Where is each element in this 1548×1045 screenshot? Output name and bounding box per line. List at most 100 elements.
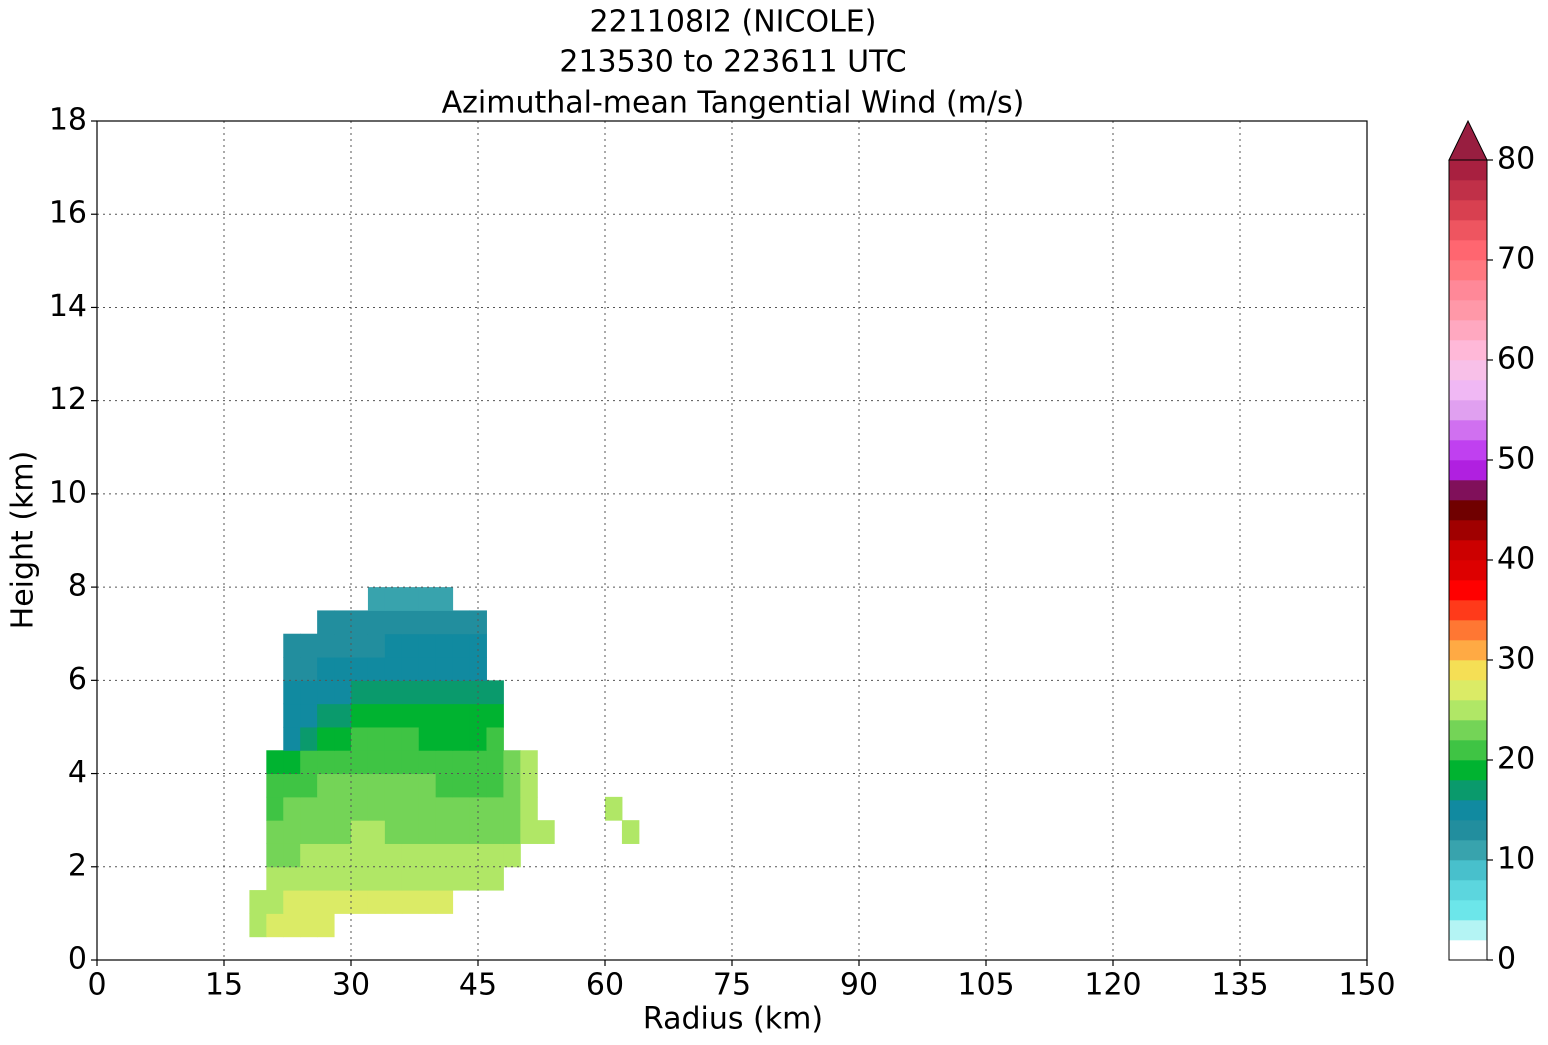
contour-cell [367, 657, 386, 681]
contour-cell [300, 680, 318, 705]
contour-cell [520, 750, 538, 775]
contour-cell [283, 750, 301, 775]
contour-cell [317, 657, 335, 681]
contour-cell [486, 703, 504, 728]
colorbar-band [1449, 400, 1487, 421]
chart-title: 221108I2 (NICOLE) [590, 5, 877, 40]
contour-cell [351, 726, 369, 751]
contour-cell [418, 796, 437, 821]
contour-cell [351, 750, 369, 775]
contour-cell [283, 773, 301, 798]
contour-cell [486, 866, 504, 891]
colorbar-band [1449, 500, 1487, 521]
contour-cell [452, 657, 471, 681]
contour-cell [283, 913, 301, 938]
contour-cell [351, 657, 369, 681]
colorbar-band [1449, 900, 1487, 921]
contour-cell [283, 890, 301, 914]
contour-cell [435, 820, 454, 844]
contour-cell [486, 680, 504, 705]
colorbar-band [1449, 280, 1487, 301]
contour-cell [384, 610, 403, 635]
contour-cell [486, 750, 504, 775]
contour-cell [351, 843, 369, 868]
contour-cell [266, 796, 284, 821]
contour-cell [435, 750, 454, 775]
contour-cell [317, 750, 335, 775]
contour-cell [486, 820, 504, 844]
contour-cell [300, 820, 318, 844]
contour-cell [452, 726, 471, 751]
contour-cell [367, 820, 386, 844]
contour-cell [435, 633, 454, 658]
contour-cell [300, 890, 318, 914]
colorbar-band [1449, 460, 1487, 481]
x-tick-label: 0 [87, 968, 106, 1003]
contour-cell [266, 913, 284, 938]
contour-cell [486, 773, 504, 798]
contour-cell [334, 890, 352, 914]
contour-cell [283, 633, 301, 658]
contour-cell [367, 750, 386, 775]
x-tick-label: 45 [459, 968, 497, 1003]
contour-cell [334, 657, 352, 681]
contour-cell [317, 843, 335, 868]
contour-cell [300, 773, 318, 798]
contour-cell [401, 750, 420, 775]
x-axis-label: Radius (km) [643, 1002, 823, 1037]
contour-cell [367, 633, 386, 658]
y-tick-label: 8 [68, 569, 87, 604]
contour-cell [367, 726, 386, 751]
x-tick-label: 150 [1338, 968, 1395, 1003]
contour-cell [435, 866, 454, 891]
contour-cell [317, 703, 335, 728]
contour-cell [469, 610, 487, 635]
contour-cell [384, 657, 403, 681]
colorbar-extend [1448, 119, 1488, 161]
contour-cell [435, 703, 454, 728]
contour-cell [334, 703, 352, 728]
contour-cell [435, 890, 454, 914]
contour-cell [384, 843, 403, 868]
contour-cell [317, 726, 335, 751]
contour-cell [384, 796, 403, 821]
contour-cell [469, 633, 487, 658]
contour-cell [435, 726, 454, 751]
colorbar-band [1449, 720, 1487, 741]
plot-frame [96, 120, 1368, 961]
colorbar-band [1449, 780, 1487, 801]
colorbar-band [1449, 320, 1487, 341]
colorbar-band [1449, 380, 1487, 401]
contour-cell [452, 633, 471, 658]
colorbar-band [1449, 700, 1487, 721]
contour-cell [605, 796, 623, 821]
contour-cell [351, 773, 369, 798]
contour-cell [300, 843, 318, 868]
contour-cell [384, 890, 403, 914]
contour-cell [266, 843, 284, 868]
contour-cell [401, 726, 420, 751]
contour-cell [266, 866, 284, 891]
colorbar-band [1449, 360, 1487, 381]
colorbar-band [1449, 920, 1487, 941]
contour-cell [503, 796, 521, 821]
colorbar-band [1449, 760, 1487, 781]
contour-cell [317, 633, 335, 658]
contour-cell [503, 820, 521, 844]
contour-cell [384, 633, 403, 658]
y-tick-label: 14 [49, 289, 87, 324]
contour-cell [334, 796, 352, 821]
contour-cell [317, 610, 335, 635]
colorbar-band [1449, 180, 1487, 201]
contour-cell [334, 820, 352, 844]
colorbar-band [1449, 520, 1487, 541]
y-tick-label: 16 [49, 196, 87, 231]
colorbar-band [1449, 620, 1487, 641]
contour-cell [283, 726, 301, 751]
x-tick-label: 30 [332, 968, 370, 1003]
colorbar-band [1449, 540, 1487, 561]
contour-cell [266, 750, 284, 775]
contour-cell [418, 633, 437, 658]
contour-cell [283, 843, 301, 868]
